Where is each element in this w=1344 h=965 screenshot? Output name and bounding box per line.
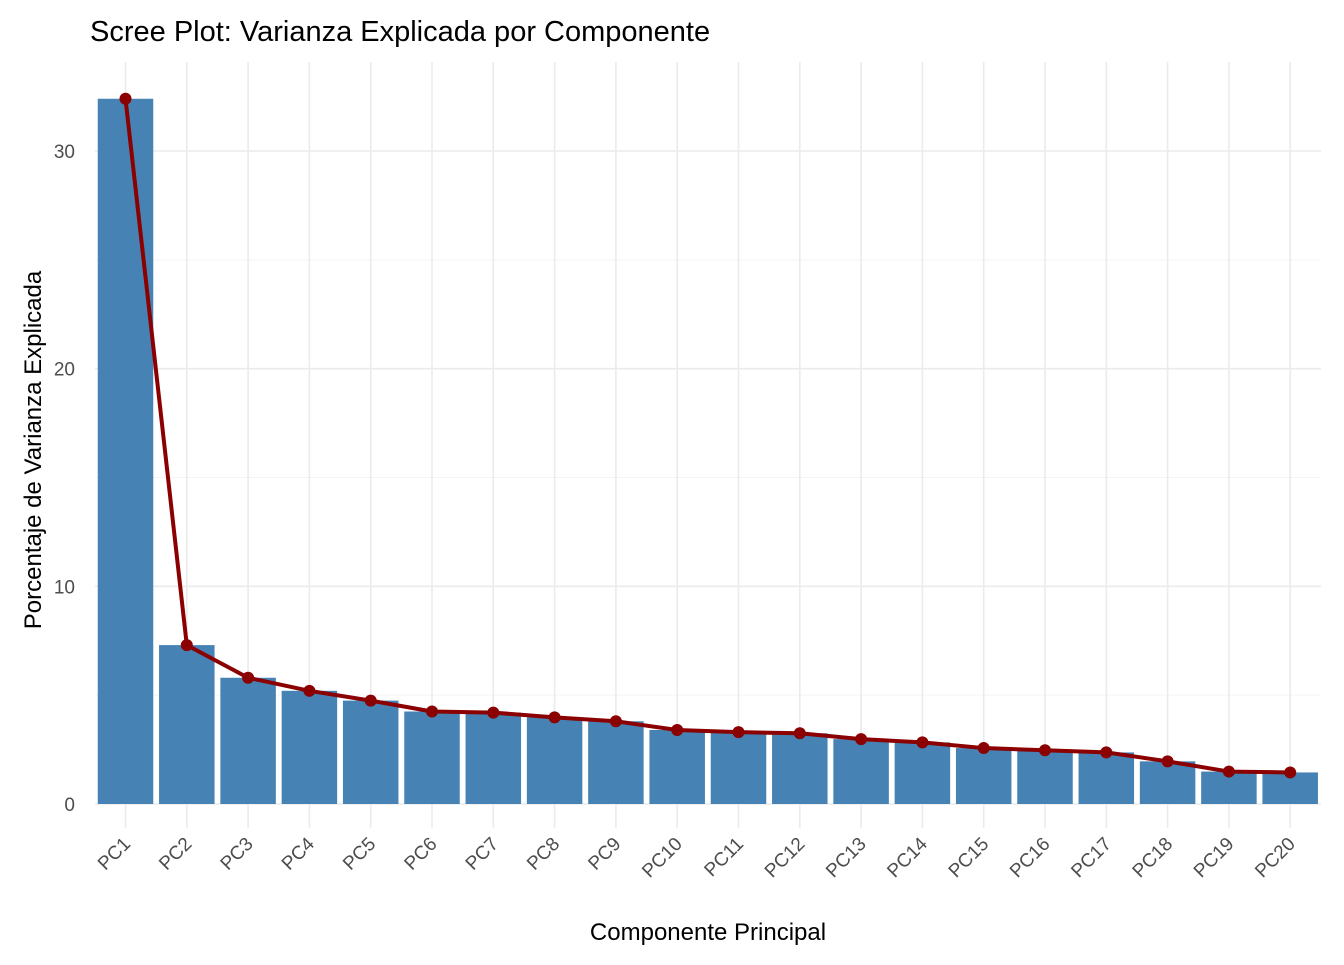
point-pc19	[1222, 765, 1235, 778]
x-tick-label: PC13	[822, 834, 870, 882]
x-tick-label: PC11	[701, 834, 748, 881]
point-pc14	[916, 736, 929, 749]
grid-layer	[95, 62, 1321, 828]
x-tick-label: PC16	[1006, 834, 1054, 882]
points-layer	[119, 92, 1297, 779]
x-tick-label: PC15	[945, 834, 993, 882]
point-pc10	[671, 723, 684, 736]
bars-layer	[97, 98, 1318, 804]
x-tick-label: PC6	[401, 834, 442, 875]
point-pc4	[303, 684, 316, 697]
bar-pc10	[649, 729, 705, 804]
x-axis-label: Componente Principal	[590, 919, 826, 946]
point-pc12	[793, 727, 806, 740]
x-tick-label: PC12	[761, 834, 809, 882]
point-pc7	[487, 706, 500, 719]
x-tick-label: PC14	[883, 833, 932, 882]
x-tick-label: PC2	[155, 834, 196, 875]
bar-pc4	[281, 690, 338, 804]
y-tick-label: 30	[54, 142, 75, 163]
point-pc9	[609, 715, 622, 728]
y-tick-label: 0	[64, 795, 75, 816]
bar-pc17	[1078, 752, 1135, 804]
x-tick-label: PC5	[339, 834, 380, 875]
bar-pc3	[220, 677, 276, 804]
variance-line	[123, 96, 1293, 775]
bar-pc13	[833, 739, 889, 804]
bar-pc12	[772, 733, 828, 804]
point-pc5	[364, 694, 377, 707]
line-layer	[123, 96, 1293, 775]
point-pc1	[119, 92, 132, 105]
x-tick-label: PC1	[94, 834, 135, 875]
x-tick-label: PC3	[217, 834, 258, 875]
y-tick-label: 20	[54, 360, 75, 381]
bar-pc15	[955, 748, 1012, 804]
point-pc15	[977, 742, 990, 755]
x-tick-label: PC18	[1129, 834, 1177, 882]
x-tick-label: PC9	[584, 834, 625, 875]
point-pc18	[1161, 755, 1174, 768]
x-tick-label: PC10	[638, 834, 686, 882]
x-tick-label: PC19	[1190, 834, 1238, 882]
point-pc20	[1284, 766, 1297, 779]
point-pc16	[1039, 744, 1051, 757]
point-pc13	[855, 733, 868, 746]
x-tick-label: PC7	[462, 834, 503, 875]
x-tick-label: PC8	[523, 834, 564, 875]
bar-pc5	[342, 700, 399, 804]
x-tick-labels: PC1 PC2 PC3 PC4 PC5 PC6 PC7 PC8 PC9 PC10 PC11 PC12 P…	[94, 833, 1300, 882]
x-tick-label: PC4	[278, 833, 319, 874]
chart-title: Scree Plot: Varianza Explicada por Compo…	[90, 16, 710, 48]
point-pc3	[242, 671, 255, 684]
point-pc2	[180, 639, 193, 652]
bar-pc16	[1017, 750, 1073, 804]
y-tick-label: 10	[54, 577, 75, 598]
bar-pc1	[97, 98, 154, 804]
bar-pc14	[894, 742, 951, 804]
bar-pc18	[1139, 761, 1196, 804]
y-axis-label: Porcentaje de Varianza Explicada	[20, 270, 47, 629]
bar-pc7	[465, 712, 522, 804]
point-pc6	[426, 705, 438, 718]
point-pc8	[548, 711, 561, 724]
bar-pc11	[710, 732, 767, 804]
bar-pc2	[159, 645, 215, 804]
bar-pc9	[588, 721, 644, 804]
point-pc17	[1100, 746, 1113, 759]
x-tick-label: PC20	[1251, 834, 1299, 882]
bar-pc6	[404, 711, 460, 804]
point-pc11	[732, 726, 745, 739]
y-tick-labels: 0 10 20 30	[54, 142, 75, 816]
bar-pc8	[526, 717, 583, 804]
x-tick-label: PC17	[1067, 834, 1115, 882]
